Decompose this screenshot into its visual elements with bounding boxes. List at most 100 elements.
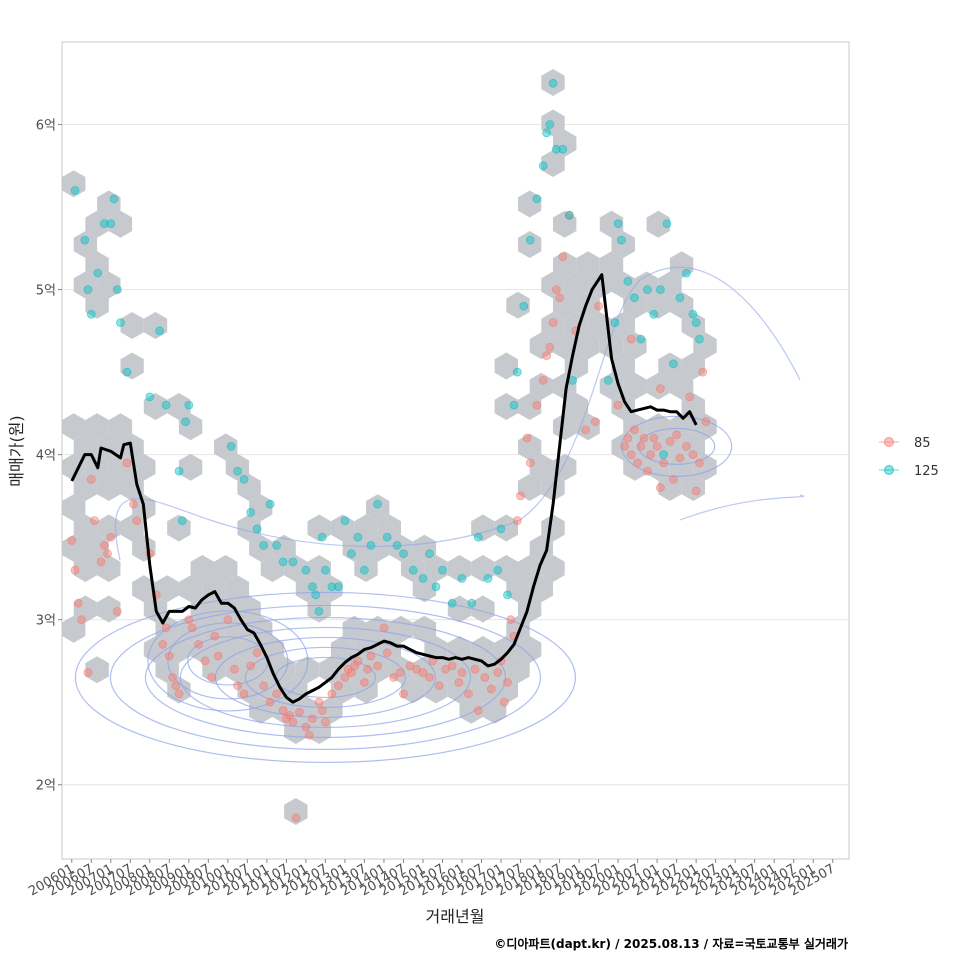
point-85 (233, 681, 243, 691)
hex-cell (494, 514, 518, 542)
point-85 (646, 450, 655, 460)
point-85 (659, 458, 668, 468)
point-85 (522, 433, 532, 443)
point-85 (486, 684, 496, 694)
point-125 (373, 499, 382, 509)
legend-label-125: 125 (914, 464, 939, 479)
hex-cell (506, 656, 530, 684)
hex-cell (190, 555, 214, 582)
point-125 (538, 161, 548, 171)
hex-cell (85, 291, 109, 319)
y-tick-label: 2억 (36, 779, 56, 794)
point-125 (70, 186, 80, 195)
point-85 (246, 661, 256, 671)
point-85 (516, 491, 525, 501)
point-125 (643, 285, 652, 295)
hex-cell (237, 595, 261, 623)
hex-cell (342, 615, 366, 643)
hex-cell (506, 291, 530, 319)
point-125 (425, 549, 434, 559)
point-85 (399, 689, 408, 699)
point-125 (408, 565, 418, 575)
point-85 (425, 673, 434, 682)
hex-cell (295, 575, 320, 603)
point-85 (307, 714, 317, 724)
hex-cell (62, 494, 86, 522)
point-125 (86, 309, 96, 319)
hex-cell (401, 555, 425, 582)
point-125 (512, 367, 522, 377)
hex-cell (669, 413, 694, 441)
point-85 (649, 433, 659, 443)
hex-cell (471, 636, 495, 663)
hex-cell (693, 413, 717, 441)
hex-cell (132, 575, 156, 603)
hex-cell (249, 494, 273, 522)
point-125 (226, 441, 236, 451)
point-85 (210, 631, 220, 641)
point-85 (691, 486, 701, 496)
point-125 (662, 219, 672, 229)
point-125 (392, 541, 402, 550)
point-85 (103, 549, 112, 559)
point-85 (688, 450, 698, 460)
point-85 (90, 516, 99, 525)
point-85 (158, 640, 168, 649)
density-contour-outer (114, 266, 805, 561)
point-85 (503, 678, 512, 687)
point-125 (259, 541, 269, 550)
hex-cell (97, 190, 121, 218)
point-85 (366, 651, 376, 661)
hex-cell (646, 413, 670, 441)
point-85 (493, 668, 503, 677)
point-85 (623, 433, 633, 443)
point-85 (171, 681, 181, 691)
hex-cell (120, 312, 144, 339)
hex-cell (541, 474, 565, 501)
hex-cell (681, 474, 705, 501)
point-125 (603, 375, 613, 385)
point-85 (695, 458, 704, 468)
point-85 (626, 450, 636, 460)
point-125 (457, 574, 467, 583)
hex-cell (669, 251, 694, 279)
hex-cell (424, 676, 448, 704)
hex-cell (518, 393, 542, 420)
density-contour (179, 626, 472, 729)
trend-line-layer (70, 273, 698, 704)
point-125 (548, 78, 558, 88)
hex-cell (541, 109, 565, 137)
point-85 (96, 557, 106, 567)
point-85 (656, 384, 665, 394)
point-85 (379, 623, 389, 633)
point-85 (132, 516, 142, 525)
hex-cell (424, 555, 448, 582)
point-85 (363, 664, 373, 674)
point-125 (155, 326, 165, 336)
point-85 (545, 342, 555, 352)
scatter-points (67, 78, 711, 823)
point-85 (213, 651, 223, 661)
point-85 (174, 689, 184, 699)
point-125 (630, 293, 639, 303)
hex-cell (529, 332, 553, 360)
hex-cell (237, 474, 261, 501)
hex-cell (541, 555, 565, 582)
point-85 (698, 367, 708, 377)
point-85 (317, 706, 327, 715)
hex-cell (62, 170, 86, 198)
hex-cell (143, 636, 168, 663)
hex-cell (307, 514, 331, 542)
point-85 (333, 681, 343, 691)
hex-cell (494, 636, 518, 663)
point-125 (688, 309, 698, 319)
point-85 (106, 532, 116, 542)
point-85 (207, 673, 217, 682)
point-85 (112, 607, 122, 616)
point-125 (366, 541, 376, 550)
point-85 (555, 293, 564, 303)
point-125 (636, 334, 646, 344)
density-contour (144, 616, 507, 739)
point-85 (184, 615, 194, 625)
hex-cell (97, 595, 121, 623)
